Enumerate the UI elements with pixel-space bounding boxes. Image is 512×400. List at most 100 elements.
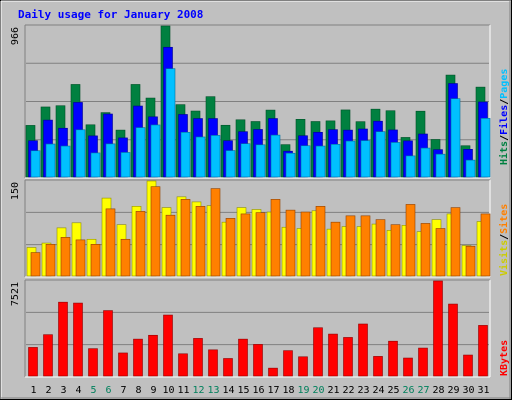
panel-visits-max-label: 150 — [10, 182, 21, 200]
bar-sites-day-25 — [390, 224, 401, 277]
bar-sites-day-22 — [345, 215, 356, 277]
bar-kbytes-day-26 — [403, 357, 413, 377]
bar-sites-day-23 — [360, 215, 371, 277]
bar-pages-day-19 — [300, 145, 311, 178]
bar-kbytes-day-7 — [118, 352, 128, 377]
bar-pages-day-25 — [390, 142, 401, 178]
right-label-sites-visits-part: Visits — [498, 240, 510, 276]
x-tick-label-day-8: 8 — [135, 385, 141, 396]
bar-sites-day-8 — [135, 211, 146, 277]
bar-pages-day-31 — [480, 118, 491, 178]
right-label-kbytes-part: KBytes — [499, 340, 510, 376]
bar-pages-day-28 — [435, 153, 446, 178]
bar-pages-day-26 — [405, 155, 416, 178]
bar-pages-day-27 — [420, 147, 431, 178]
panel-hits-max-label: 966 — [10, 27, 21, 45]
x-axis-day-labels: 1 2 3 4 5 6 7 8 9 10 11 12 13 14 15 16 17 18 19 20 21 22 23 24 2… — [30, 385, 489, 396]
bar-pages-day-5 — [90, 152, 101, 178]
bar-kbytes-day-11 — [178, 353, 188, 377]
x-tick-label-day-12: 12 — [192, 385, 204, 396]
panel-kbytes: 7521 — [10, 279, 491, 378]
bar-sites-day-30 — [465, 245, 476, 277]
x-tick-label-day-25: 25 — [387, 385, 399, 396]
bar-sites-day-5 — [90, 244, 101, 277]
x-tick-label-day-20: 20 — [312, 385, 324, 396]
bar-sites-day-1 — [30, 252, 41, 277]
bar-kbytes-day-9 — [148, 334, 158, 377]
bar-pages-day-13 — [210, 135, 221, 178]
panel-hits: 966 — [10, 24, 491, 179]
bar-sites-day-2 — [45, 244, 56, 277]
right-label-hits-files-pages-part: Hits — [498, 141, 510, 165]
bar-kbytes-day-28 — [433, 280, 443, 377]
x-tick-label-day-27: 27 — [417, 385, 429, 396]
bar-pages-day-11 — [180, 131, 191, 178]
bar-kbytes-day-13 — [208, 349, 218, 377]
x-tick-label-day-2: 2 — [45, 385, 51, 396]
bar-pages-day-29 — [450, 98, 461, 178]
bar-pages-day-8 — [135, 127, 146, 178]
x-tick-label-day-18: 18 — [282, 385, 294, 396]
x-tick-label-day-22: 22 — [342, 385, 354, 396]
bar-sites-day-14 — [225, 218, 236, 277]
bar-sites-day-6 — [105, 208, 116, 277]
bar-pages-day-6 — [105, 143, 116, 178]
bar-pages-day-23 — [360, 140, 371, 178]
bar-kbytes-day-18 — [283, 350, 293, 377]
bar-kbytes-day-20 — [313, 327, 323, 377]
bar-pages-day-7 — [120, 152, 131, 178]
bar-kbytes-day-25 — [388, 340, 398, 377]
right-label-sites-visits-part: / — [499, 234, 510, 240]
bar-kbytes-day-1 — [28, 347, 38, 377]
right-label-hits-files-pages-part: Pages — [499, 69, 510, 99]
panel-kbytes-max-label: 7521 — [10, 282, 21, 306]
bar-sites-day-4 — [75, 239, 86, 277]
bar-pages-day-12 — [195, 136, 206, 178]
x-tick-label-day-13: 13 — [207, 385, 219, 396]
x-tick-label-day-24: 24 — [372, 385, 384, 396]
bar-kbytes-day-16 — [253, 344, 263, 377]
bar-kbytes-day-22 — [343, 337, 353, 377]
bar-sites-day-7 — [120, 238, 131, 277]
bar-sites-day-10 — [165, 214, 176, 277]
bar-sites-day-28 — [435, 228, 446, 277]
bar-kbytes-day-19 — [298, 356, 308, 377]
bar-sites-day-20 — [315, 206, 326, 277]
bar-pages-day-30 — [465, 159, 476, 178]
x-tick-label-day-19: 19 — [297, 385, 309, 396]
bar-sites-day-3 — [60, 237, 71, 277]
bar-kbytes-day-3 — [58, 301, 68, 377]
bar-pages-day-4 — [75, 129, 86, 178]
x-tick-label-day-29: 29 — [447, 385, 459, 396]
bar-sites-day-21 — [330, 221, 341, 277]
x-tick-label-day-11: 11 — [177, 385, 189, 396]
bar-sites-day-19 — [300, 211, 311, 277]
x-tick-label-day-23: 23 — [357, 385, 369, 396]
x-tick-label-day-31: 31 — [477, 385, 489, 396]
bar-pages-day-3 — [60, 145, 71, 178]
x-tick-label-day-6: 6 — [105, 385, 111, 396]
bar-pages-day-15 — [240, 143, 251, 178]
bar-kbytes-day-27 — [418, 347, 428, 377]
bar-pages-day-10 — [165, 68, 176, 178]
bar-pages-day-20 — [315, 145, 326, 178]
bar-kbytes-day-24 — [373, 356, 383, 377]
bar-kbytes-day-4 — [73, 302, 83, 377]
bar-pages-day-24 — [375, 131, 386, 178]
bar-sites-day-29 — [450, 207, 461, 277]
bar-kbytes-day-10 — [163, 314, 173, 377]
chart-title: Daily usage for January 2008 — [18, 8, 203, 21]
x-tick-label-day-1: 1 — [30, 385, 36, 396]
right-label-hits-files-pages-part: Files — [498, 105, 510, 135]
x-tick-label-day-7: 7 — [120, 385, 126, 396]
x-tick-label-day-3: 3 — [60, 385, 66, 396]
bar-pages-day-2 — [45, 143, 56, 178]
bar-pages-day-18 — [285, 152, 296, 178]
right-label-hits-files-pages-part: / — [499, 99, 510, 105]
bar-sites-day-11 — [180, 199, 191, 277]
bar-sites-day-31 — [480, 213, 491, 277]
x-tick-label-day-26: 26 — [402, 385, 414, 396]
x-tick-label-day-9: 9 — [150, 385, 156, 396]
right-label-hits-files-pages: Hits/Files/Pages — [498, 69, 510, 165]
